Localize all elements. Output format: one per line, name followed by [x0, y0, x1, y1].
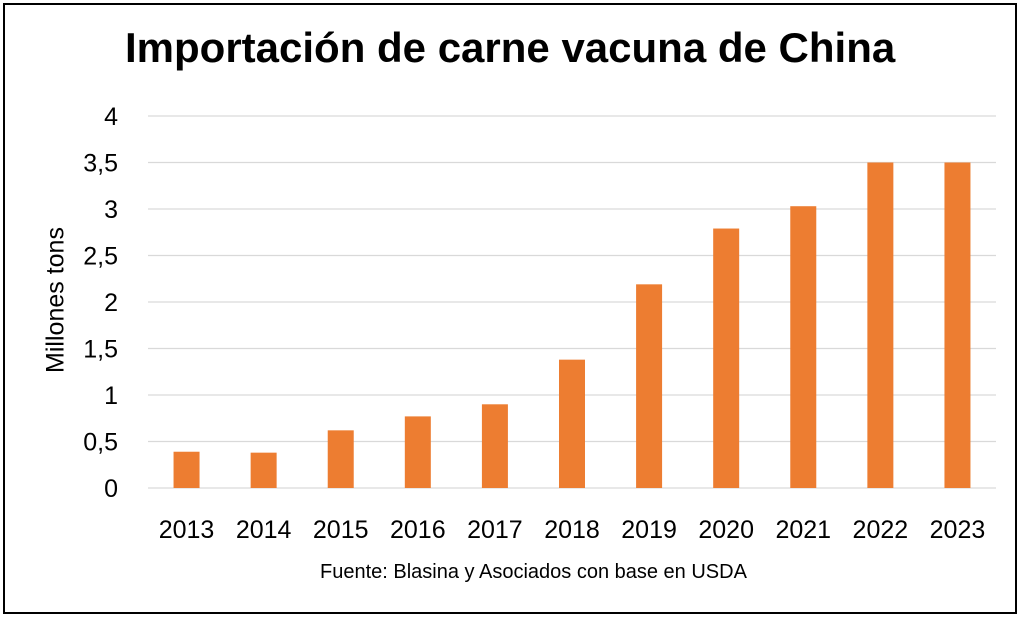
bar	[944, 162, 971, 488]
bar	[481, 404, 508, 488]
y-tick-label: 4	[104, 103, 118, 131]
y-tick-label: 0	[104, 475, 118, 503]
bar	[867, 162, 894, 488]
bar	[404, 416, 431, 488]
bar	[713, 228, 740, 488]
y-tick-label: 2	[104, 289, 118, 317]
source-note: Fuente: Blasina y Asociados con base en …	[320, 561, 747, 583]
y-tick-label: 1,5	[83, 336, 118, 364]
x-tick-label: 2019	[621, 516, 677, 544]
y-tick-label: 1	[104, 382, 118, 410]
x-tick-label: 2021	[775, 516, 831, 544]
x-tick-label: 2016	[390, 516, 446, 544]
chart-frame	[3, 3, 1017, 614]
bar	[790, 206, 817, 488]
x-tick-label: 2022	[853, 516, 909, 544]
y-tick-label: 3	[104, 196, 118, 224]
y-tick-label: 2,5	[83, 243, 118, 271]
x-tick-label: 2018	[544, 516, 600, 544]
x-tick-label: 2017	[467, 516, 523, 544]
bar	[327, 430, 354, 488]
bar	[636, 284, 663, 488]
y-tick-label: 3,5	[83, 150, 118, 178]
x-tick-label: 2013	[159, 516, 215, 544]
x-tick-label: 2014	[236, 516, 292, 544]
x-tick-label: 2023	[930, 516, 986, 544]
bar	[559, 359, 585, 488]
x-tick-label: 2020	[698, 516, 754, 544]
bar	[173, 451, 200, 488]
y-tick-label: 0,5	[83, 429, 118, 457]
bar	[250, 452, 277, 488]
chart-title: Importación de carne vacuna de China	[125, 24, 896, 71]
x-tick-label: 2015	[313, 516, 369, 544]
